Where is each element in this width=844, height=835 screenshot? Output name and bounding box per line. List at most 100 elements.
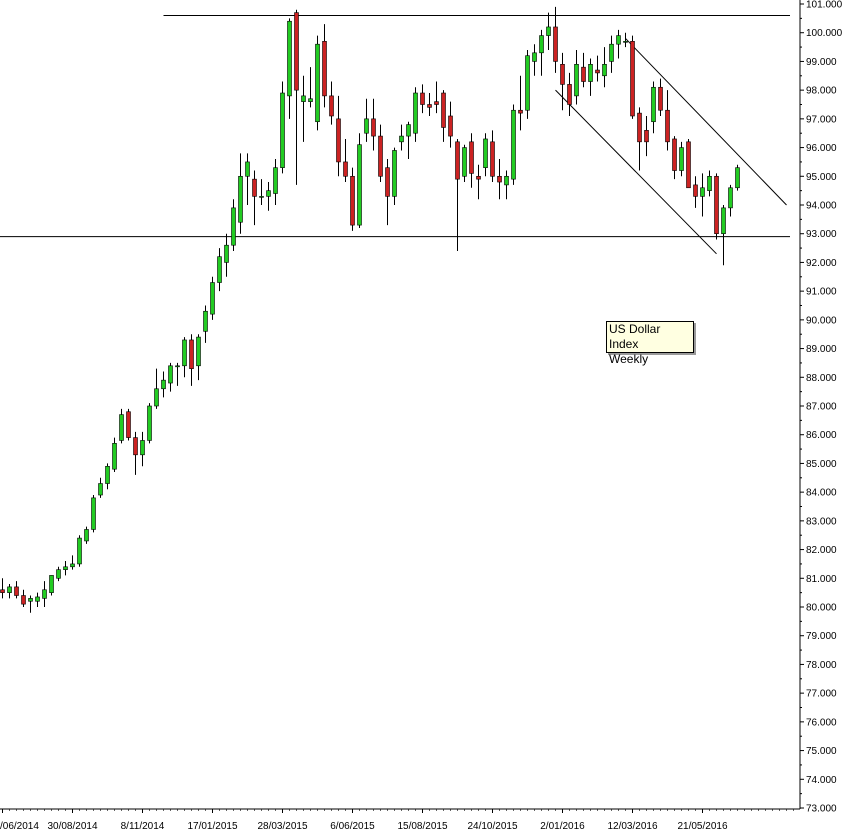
candle (133, 431, 138, 475)
candle-body (168, 365, 173, 384)
candle-body (322, 41, 327, 97)
candle-body (378, 135, 383, 177)
candle-body (511, 109, 516, 180)
candle-body (287, 20, 292, 97)
candle (511, 104, 516, 185)
candle (588, 58, 593, 96)
candle (280, 81, 285, 174)
candle-body (553, 26, 558, 62)
candle (91, 495, 96, 533)
candle (735, 164, 740, 191)
channel-upper (625, 38, 787, 206)
candle-body (336, 118, 341, 163)
candle (476, 164, 481, 200)
candle-body (140, 440, 145, 456)
trendline-layer (0, 14, 790, 255)
candle-body (469, 141, 474, 174)
candle-body (413, 92, 418, 134)
candle (658, 78, 663, 116)
candle (714, 173, 719, 240)
y-tick-label: 94.000 (806, 201, 837, 212)
candle-body (280, 92, 285, 168)
candle (301, 75, 306, 142)
candle (539, 29, 544, 76)
candle-body (651, 86, 656, 123)
candle-body (630, 41, 635, 117)
candle-body (189, 339, 194, 369)
candle (581, 52, 586, 88)
candle (77, 535, 82, 567)
candle (126, 408, 131, 441)
candle-body (434, 101, 439, 105)
candle (525, 49, 530, 119)
candle (350, 167, 355, 231)
candle (665, 90, 670, 151)
candle (392, 147, 397, 205)
candle (490, 130, 495, 183)
candle (721, 205, 726, 266)
candle-body (343, 161, 348, 177)
candle (406, 121, 411, 160)
candle (483, 133, 488, 177)
candle-body (133, 437, 138, 456)
y-tick-label: 79.000 (806, 631, 837, 642)
y-tick-label: 75.000 (806, 746, 837, 757)
candle-body (252, 178, 257, 197)
candle-body (224, 244, 229, 263)
y-tick-label: 98.000 (806, 86, 837, 97)
candle-body (658, 86, 663, 111)
candle (98, 477, 103, 498)
channel-lower (555, 89, 717, 255)
candle-body (490, 141, 495, 177)
candle-body (567, 84, 572, 105)
candle-body (259, 196, 264, 198)
candle (245, 153, 250, 205)
candle (189, 334, 194, 386)
candle-body (245, 161, 250, 177)
candle (616, 29, 621, 59)
candle-body (154, 388, 159, 407)
candle-body (707, 175, 712, 191)
candle (371, 98, 376, 151)
y-tick-label: 97.000 (806, 114, 837, 125)
candle-body (672, 138, 677, 171)
candle-body (679, 147, 684, 171)
candle-body (700, 187, 705, 197)
candle-body (210, 282, 215, 315)
candle (49, 575, 54, 596)
candle-body (546, 26, 551, 36)
candle-body (49, 575, 54, 593)
candle (686, 138, 691, 189)
candle (546, 12, 551, 50)
candle-body (609, 43, 614, 62)
candle (266, 182, 271, 211)
candle (140, 431, 145, 467)
candle (609, 35, 614, 73)
candle-body (406, 124, 411, 137)
candle-body (602, 64, 607, 77)
candle (203, 305, 208, 343)
y-tick-label: 81.000 (806, 574, 837, 585)
candle (7, 584, 12, 599)
legend-label-box: US Dollar Index Weekly (606, 321, 694, 366)
x-tick-label: 12/03/2016 (607, 821, 657, 832)
candle (329, 81, 334, 125)
candle-body (42, 589, 47, 599)
candle-body (588, 64, 593, 82)
y-tick-label: 83.000 (806, 516, 837, 527)
y-tick-label: 88.000 (806, 373, 837, 384)
chart-title: US Dollar Index (609, 322, 661, 351)
x-tick-label: 2/01/2016 (540, 821, 585, 832)
candle-body (623, 41, 628, 43)
candle-body (448, 115, 453, 137)
candle-body (98, 483, 103, 496)
candle-body (217, 256, 222, 283)
candle-body (266, 190, 271, 197)
y-tick-label: 82.000 (806, 545, 837, 556)
candle-body (392, 150, 397, 197)
candle-body (504, 175, 509, 186)
candle (385, 159, 390, 226)
candle (553, 6, 558, 73)
candle (336, 95, 341, 177)
